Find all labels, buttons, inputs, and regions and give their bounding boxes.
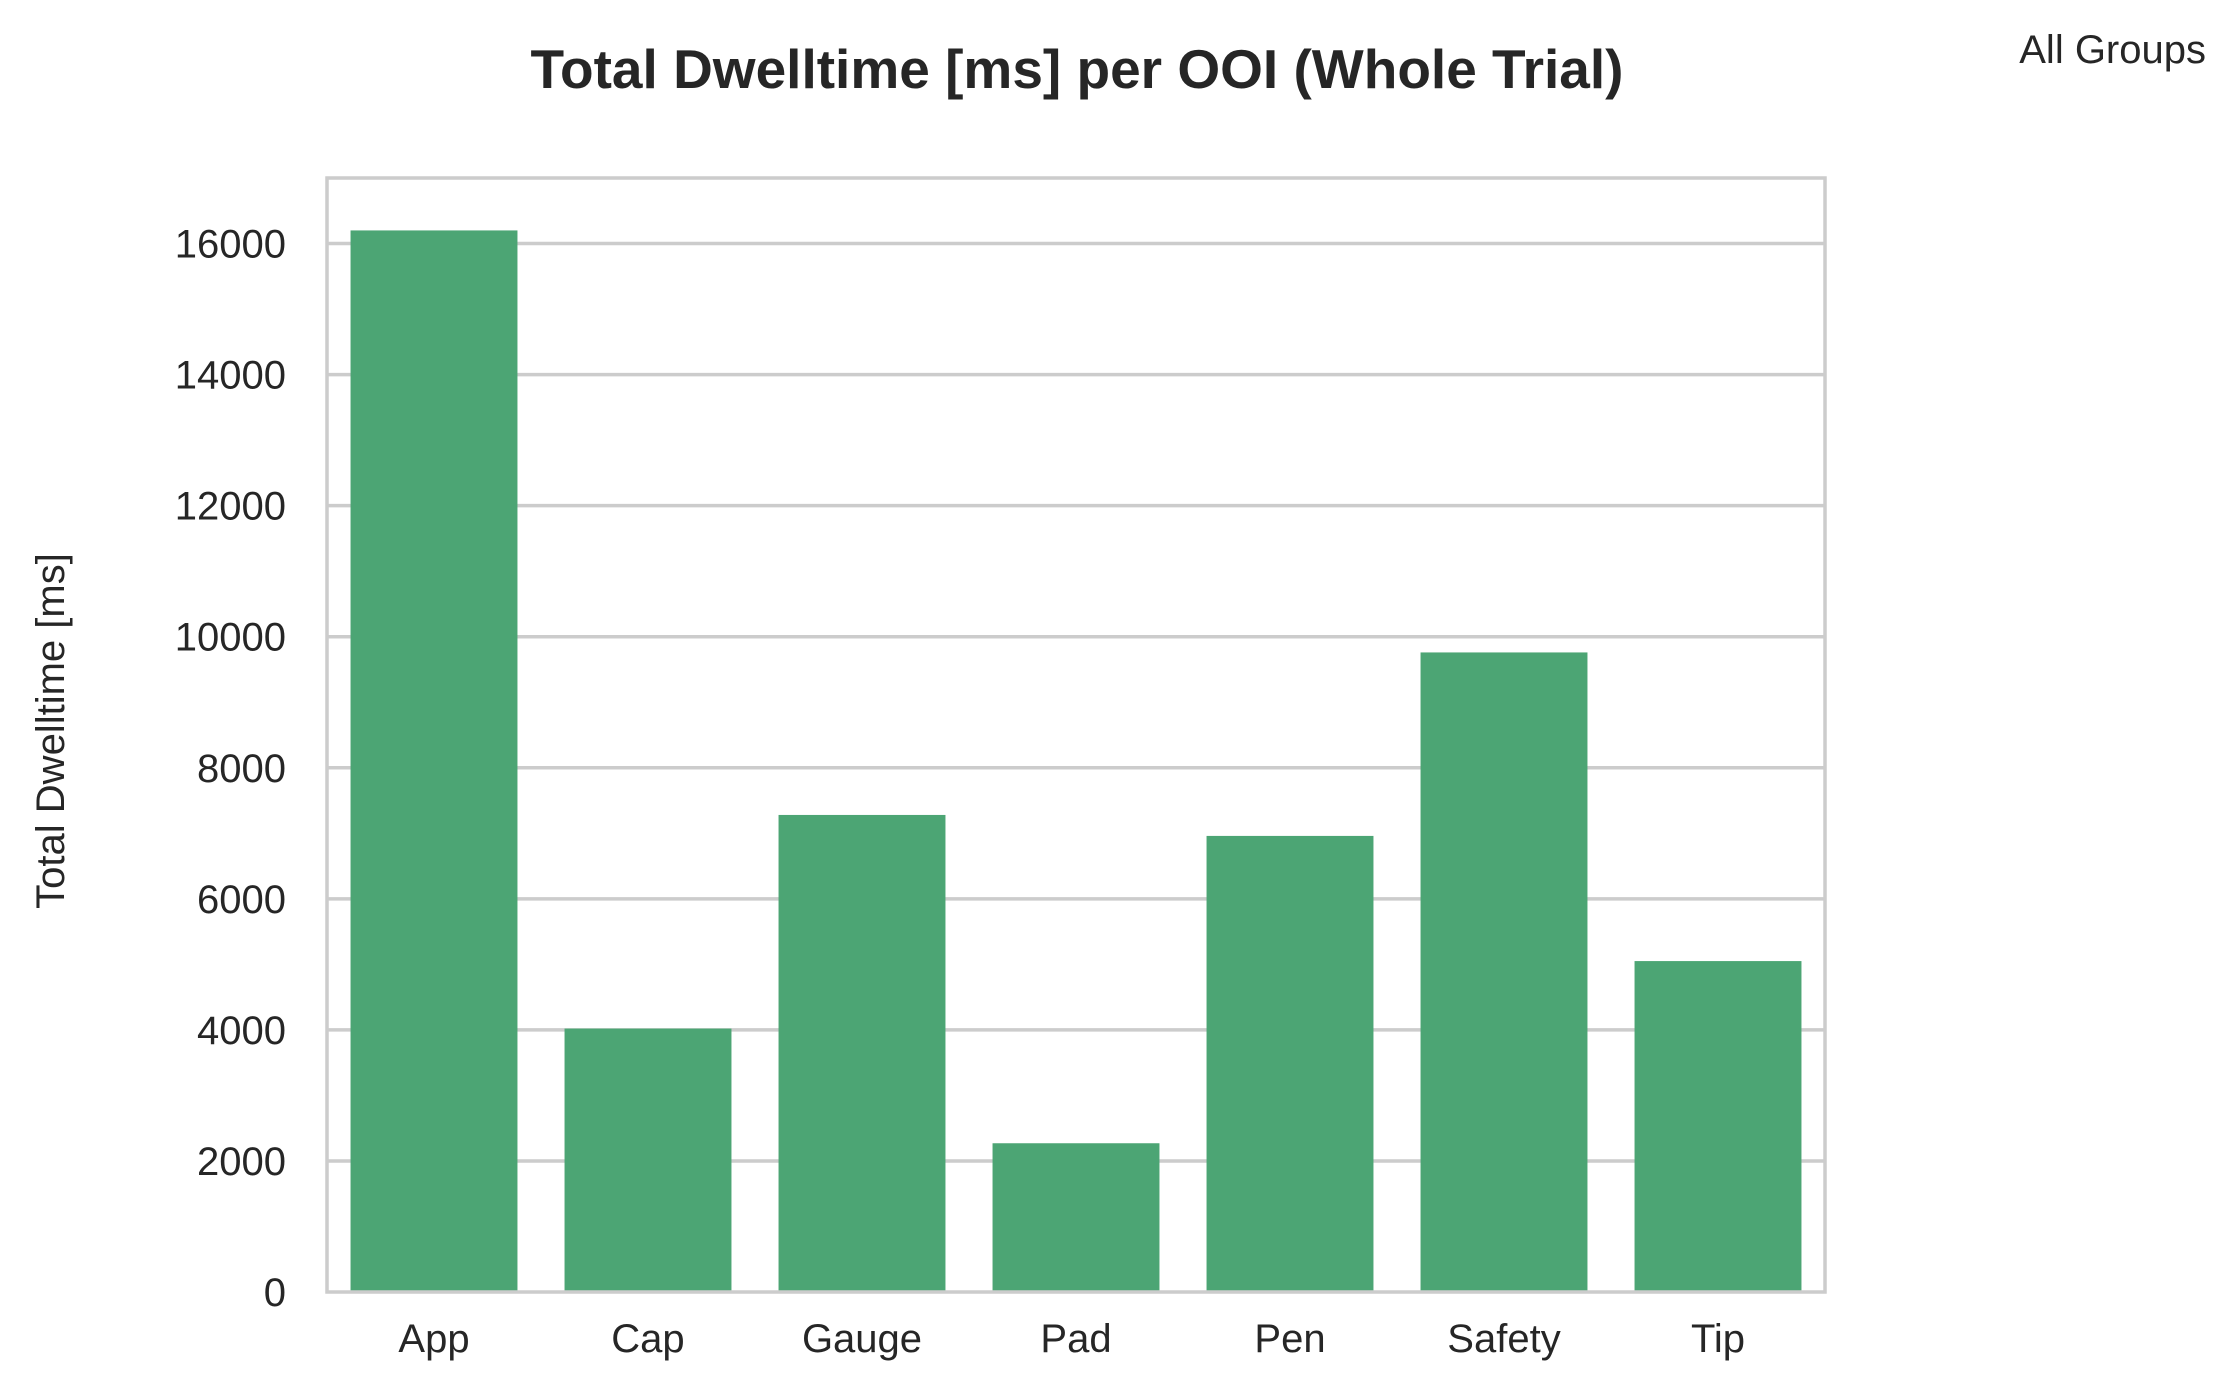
bar-app: [350, 230, 518, 1292]
x-tick-label: Tip: [1691, 1317, 1745, 1361]
bars: [350, 230, 1802, 1292]
plot-frame: [325, 176, 1827, 1294]
y-tick-label: 16000: [175, 223, 286, 267]
x-tick-label: Cap: [611, 1317, 684, 1361]
y-tick-label: 6000: [197, 878, 286, 922]
y-tick-label: 10000: [175, 616, 286, 660]
bar-tip: [1634, 961, 1802, 1292]
x-tick-label: App: [398, 1317, 469, 1361]
y-tick-labels: 0 2000 4000 6000 8000 10000 12000 14000 16000: [175, 223, 286, 1315]
bar-gauge: [778, 814, 946, 1292]
chart-title: Total Dwelltime [ms] per OOI (Whole Tria…: [531, 38, 1624, 100]
x-tick-labels: App Cap Gauge Pad Pen Safety Tip: [398, 1317, 1745, 1361]
group-annotation: All Groups: [2019, 28, 2206, 72]
bar-cap: [564, 1028, 732, 1292]
x-tick-label: Pen: [1254, 1317, 1325, 1361]
x-tick-label: Gauge: [802, 1317, 922, 1361]
y-tick-label: 4000: [197, 1009, 286, 1053]
y-tick-label: 12000: [175, 485, 286, 529]
y-tick-label: 8000: [197, 747, 286, 791]
x-tick-label: Safety: [1447, 1317, 1560, 1361]
gridlines: [327, 241, 1825, 1163]
y-axis-label: Total Dwelltime [ms]: [29, 553, 73, 909]
y-tick-label: 2000: [197, 1140, 286, 1184]
y-tick-label: 0: [264, 1271, 286, 1315]
y-tick-label: 14000: [175, 354, 286, 398]
bar-pad: [992, 1143, 1160, 1292]
bar-safety: [1420, 652, 1588, 1292]
bar-pen: [1206, 835, 1374, 1292]
x-tick-label: Pad: [1040, 1317, 1111, 1361]
